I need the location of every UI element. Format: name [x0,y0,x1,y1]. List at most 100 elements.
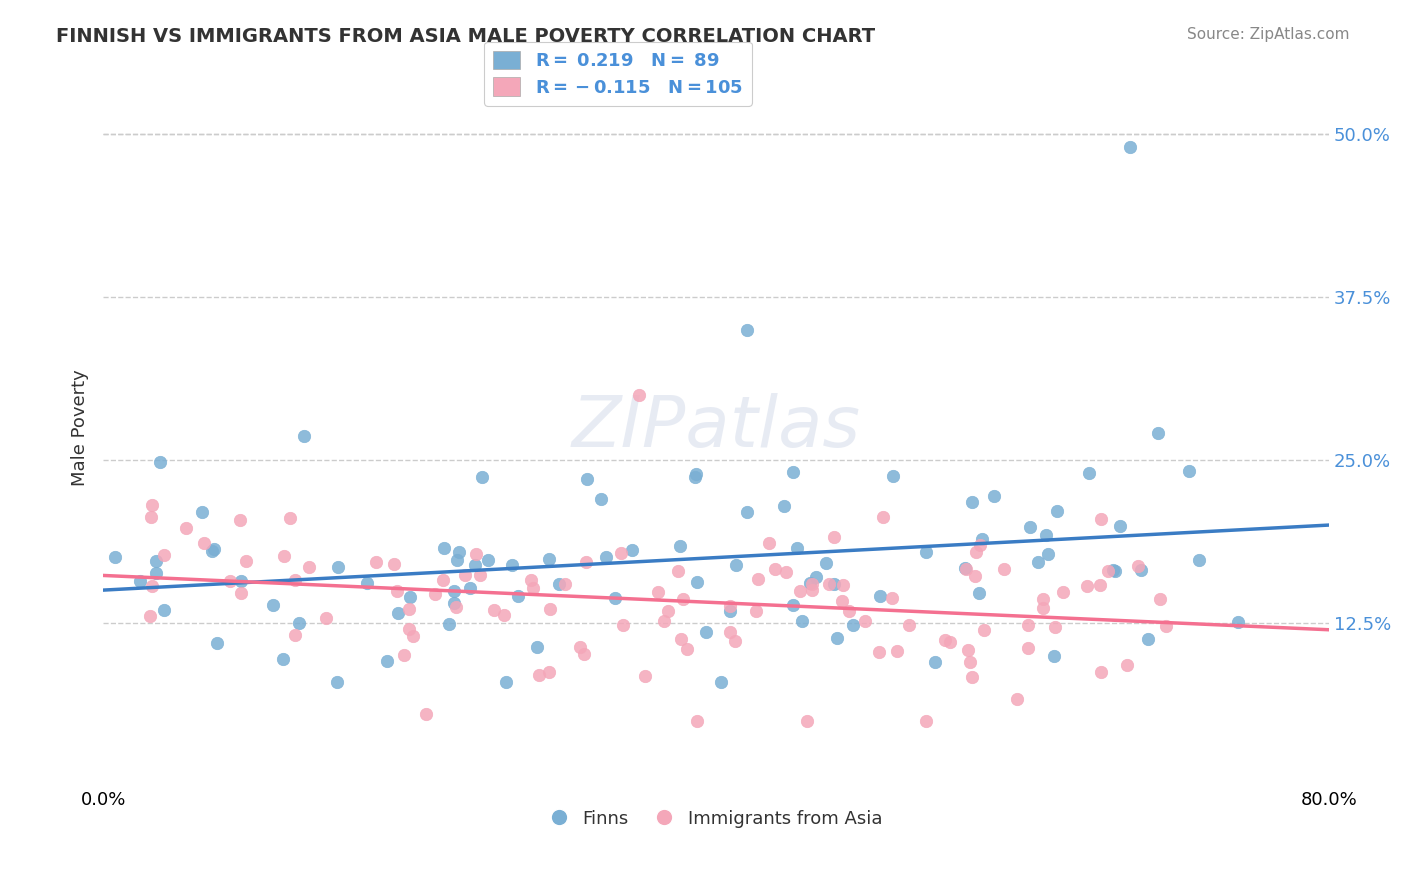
Point [832,578,855,592]
Point [685,714,707,729]
Point [471,470,494,484]
Legend: Finns, Immigrants from Asia: Finns, Immigrants from Asia [543,803,890,835]
Point [520,573,543,587]
Point [955,561,977,575]
Point [652,614,675,628]
Point [831,594,853,608]
Point [464,558,486,573]
Point [983,489,1005,503]
Point [494,607,516,622]
Point [868,645,890,659]
Point [495,675,517,690]
Point [823,576,845,591]
Point [612,618,634,632]
Point [326,675,349,690]
Point [1104,564,1126,578]
Point [1018,520,1040,534]
Point [501,558,523,572]
Point [229,586,252,600]
Point [657,604,679,618]
Point [671,632,693,646]
Point [685,467,707,481]
Point [190,506,212,520]
Point [1090,665,1112,679]
Point [201,544,224,558]
Point [956,643,979,657]
Point [814,556,837,570]
Point [444,600,467,615]
Point [538,665,561,679]
Point [915,545,938,559]
Point [855,615,877,629]
Point [1149,592,1171,607]
Point [1177,465,1199,479]
Point [595,550,617,565]
Point [718,604,741,618]
Point [1052,585,1074,599]
Point [465,547,488,561]
Point [538,602,561,616]
Point [666,564,689,578]
Point [970,532,993,546]
Point [724,558,747,572]
Point [1108,519,1130,533]
Point [782,598,804,612]
Point [801,582,824,597]
Point [1042,648,1064,663]
Point [1136,632,1159,646]
Point [262,598,284,612]
Point [747,572,769,586]
Point [1017,617,1039,632]
Y-axis label: Male Poverty: Male Poverty [72,369,89,486]
Point [315,611,337,625]
Point [1036,547,1059,561]
Point [1045,620,1067,634]
Point [453,568,475,582]
Point [775,565,797,579]
Point [1046,504,1069,518]
Point [735,504,758,518]
Point [1090,512,1112,526]
Point [538,551,561,566]
Point [375,654,398,668]
Point [634,669,657,683]
Point [387,607,409,621]
Point [569,640,592,654]
Point [965,545,987,559]
Point [202,542,225,557]
Point [468,568,491,582]
Point [880,591,903,605]
Point [423,587,446,601]
Point [718,599,741,613]
Point [786,541,808,556]
Point [554,577,576,591]
Point [969,538,991,552]
Point [288,616,311,631]
Point [508,589,530,603]
Point [382,557,405,571]
Point [1154,618,1177,632]
Point [955,562,977,576]
Point [1076,579,1098,593]
Point [207,636,229,650]
Point [522,581,544,595]
Point [572,648,595,662]
Point [939,635,962,649]
Point [145,554,167,568]
Point [576,472,599,486]
Point [647,584,669,599]
Point [432,573,454,587]
Point [1126,559,1149,574]
Point [960,495,983,509]
Point [1118,140,1140,154]
Point [283,628,305,642]
Point [758,536,780,550]
Point [1026,555,1049,569]
Text: FINNISH VS IMMIGRANTS FROM ASIA MALE POVERTY CORRELATION CHART: FINNISH VS IMMIGRANTS FROM ASIA MALE POV… [56,27,876,45]
Point [415,707,437,722]
Point [897,618,920,632]
Point [153,548,176,562]
Point [433,541,456,555]
Point [193,535,215,549]
Point [800,577,823,591]
